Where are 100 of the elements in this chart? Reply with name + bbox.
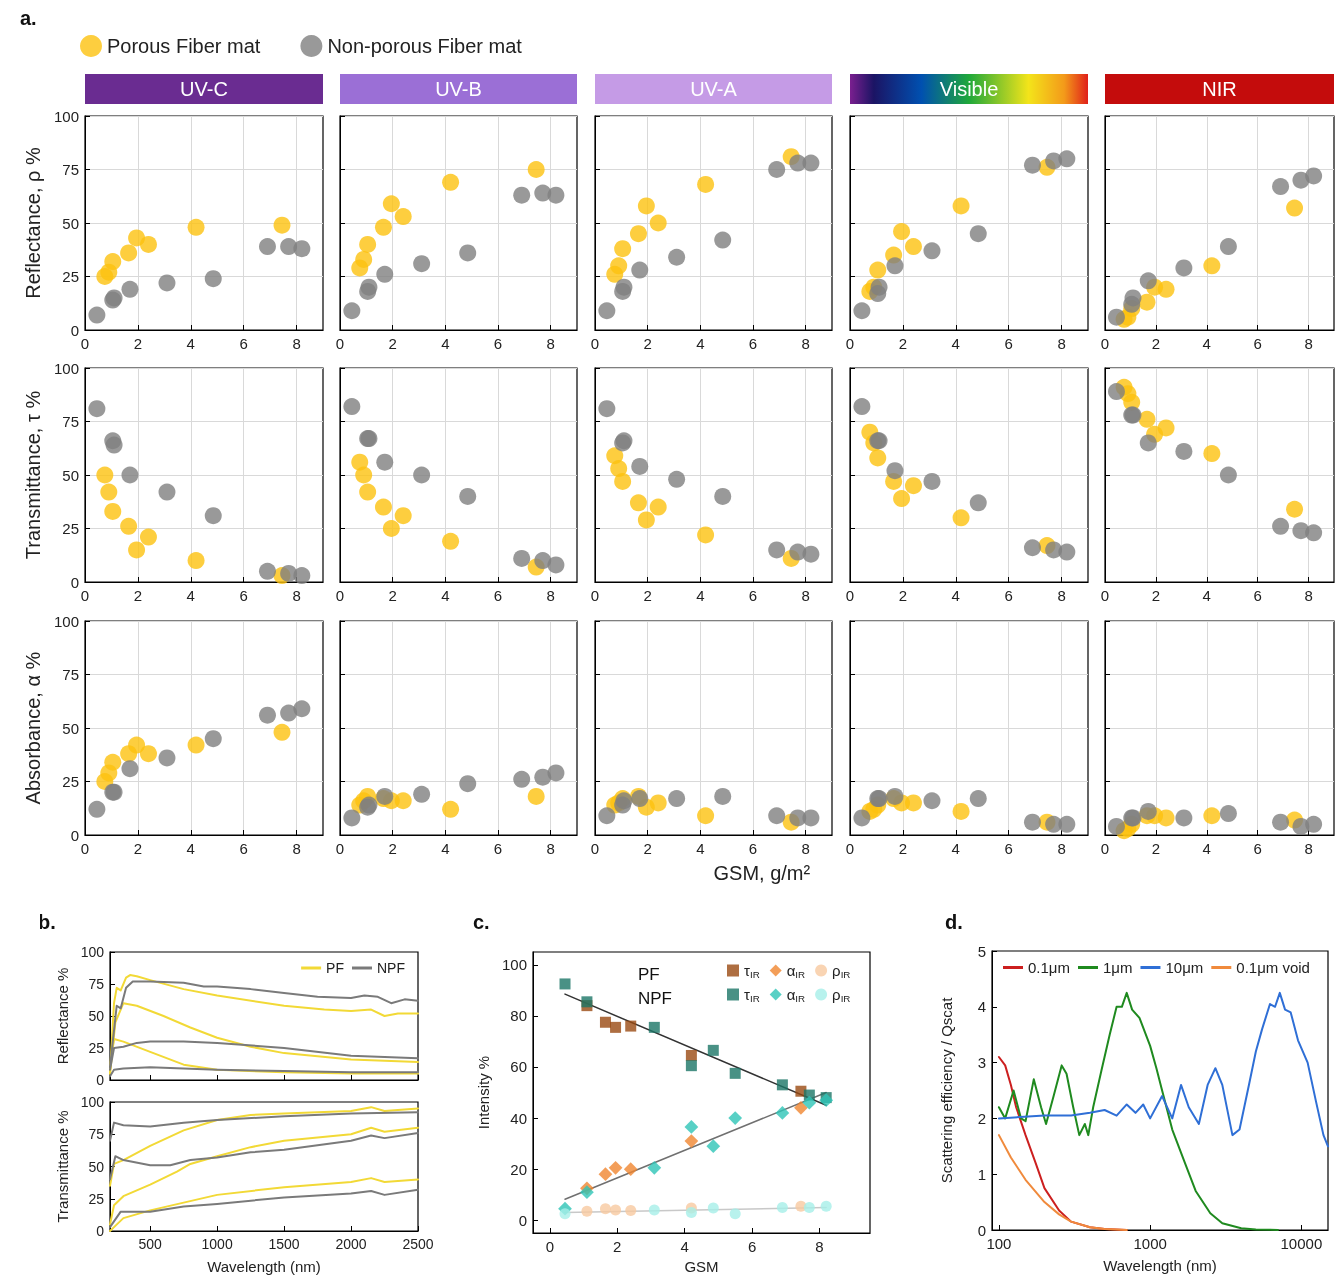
x-tick-label: 8 xyxy=(1057,335,1066,352)
y-tick-label: 100 xyxy=(53,612,79,630)
x-tick-label: 8 xyxy=(801,335,810,352)
chart-title: UV-B xyxy=(435,78,482,100)
x-tick-label: 8 xyxy=(801,587,810,604)
x-axis-title: Wavelength (nm) xyxy=(1103,1257,1217,1274)
x-tick-label: 8 xyxy=(546,335,555,352)
x-tick-label: 2000 xyxy=(335,1236,367,1252)
x-tick-label: 0 xyxy=(335,587,345,604)
y-tick-label: 25 xyxy=(62,773,79,790)
y-tick-label: 50 xyxy=(62,214,79,232)
y-tick-label: 0 xyxy=(70,321,79,339)
chart-title: UV-A xyxy=(690,78,738,100)
x-tick-label: 1500 xyxy=(268,1236,300,1252)
y-tick-label: 100 xyxy=(501,956,527,974)
text: c. xyxy=(473,911,490,933)
y-tick-label: 25 xyxy=(88,1040,105,1056)
chart-title: NIR xyxy=(1202,78,1237,100)
y-tick-label: 0 xyxy=(70,573,79,591)
y-tick-label: 75 xyxy=(62,413,79,430)
y-tick-label: 0 xyxy=(518,1211,527,1229)
x-tick-label: 8 xyxy=(1304,840,1313,857)
y-axis-title: Scattering efficiency / Qscat xyxy=(938,996,955,1184)
x-tick-label: 6 xyxy=(747,1238,757,1255)
x-tick-label: 0 xyxy=(845,335,855,352)
y-tick-label: 5 xyxy=(977,942,986,960)
x-tick-label: 8 xyxy=(292,335,301,352)
x-tick-label: 6 xyxy=(493,840,503,857)
y-axis-title: Transmittance % xyxy=(53,1110,71,1223)
y-tick-label: 60 xyxy=(510,1058,527,1076)
legend-label: 1μm xyxy=(1102,959,1133,976)
x-tick-label: 4 xyxy=(696,587,705,604)
y-tick-label: 25 xyxy=(88,1190,105,1207)
x-tick-label: 8 xyxy=(292,587,301,604)
y-axis-title: Absorbance, α % xyxy=(22,651,44,805)
legend-label: Non-porous Fiber mat xyxy=(327,35,523,57)
x-tick-label: 8 xyxy=(546,840,555,857)
x-tick-label: 0 xyxy=(335,335,345,352)
x-tick-label: 0 xyxy=(590,587,600,604)
y-tick-label: 2 xyxy=(977,1109,986,1127)
x-tick-label: 6 xyxy=(239,587,248,604)
y-tick-label: 0 xyxy=(70,826,79,844)
x-tick-label: 1000 xyxy=(1133,1235,1167,1252)
x-tick-label: 6 xyxy=(748,335,758,352)
x-tick-label: 8 xyxy=(292,840,301,857)
x-tick-label: 4 xyxy=(186,587,195,604)
x-tick-label: 10000 xyxy=(1280,1235,1323,1252)
x-tick-label: 4 xyxy=(680,1238,689,1255)
x-tick-label: 6 xyxy=(1253,587,1262,604)
x-tick-label: 2 xyxy=(133,840,143,857)
y-axis-title: Reflectance % xyxy=(53,967,71,1065)
x-tick-label: 4 xyxy=(441,335,450,352)
y-tick-label: 50 xyxy=(88,1158,105,1175)
x-axis-title: GSM xyxy=(684,1258,719,1275)
x-tick-label: 6 xyxy=(748,587,758,604)
y-tick-label: 25 xyxy=(62,268,79,285)
x-tick-label: 6 xyxy=(1004,335,1013,352)
x-tick-label: 0 xyxy=(590,335,600,352)
x-tick-label: 6 xyxy=(1004,840,1013,857)
y-tick-label: 75 xyxy=(88,976,105,992)
y-tick-label: 25 xyxy=(62,520,79,537)
x-tick-label: 4 xyxy=(951,335,960,352)
x-tick-label: 4 xyxy=(441,840,450,857)
legend-label: Porous Fiber mat xyxy=(107,35,261,57)
y-tick-label: 1 xyxy=(977,1165,986,1183)
x-axis-title: Wavelength (nm) xyxy=(207,1258,321,1275)
y-tick-label: 100 xyxy=(53,107,79,125)
y-tick-label: 100 xyxy=(53,359,79,377)
x-tick-label: 2 xyxy=(898,840,908,857)
x-tick-label: 0 xyxy=(1100,335,1110,352)
x-tick-label: 4 xyxy=(441,587,450,604)
text: b. xyxy=(38,911,56,933)
y-tick-label: 100 xyxy=(80,1094,105,1110)
x-tick-label: 6 xyxy=(1253,335,1262,352)
x-tick-label: 4 xyxy=(696,840,705,857)
y-axis-title: Transmittance, τ % xyxy=(22,390,44,560)
x-tick-label: 0 xyxy=(845,840,855,857)
x-tick-label: 4 xyxy=(1202,335,1211,352)
y-axis-title: Reflectance, ρ % xyxy=(22,147,44,299)
x-tick-label: 6 xyxy=(748,840,758,857)
y-tick-label: 80 xyxy=(510,1007,527,1025)
x-tick-label: 8 xyxy=(1304,335,1313,352)
x-tick-label: 2 xyxy=(388,587,397,604)
x-tick-label: 8 xyxy=(1057,840,1066,857)
x-tick-label: 6 xyxy=(493,587,503,604)
x-tick-label: 4 xyxy=(951,840,960,857)
x-tick-label: 2 xyxy=(643,335,652,352)
x-tick-label: 2 xyxy=(133,335,143,352)
x-tick-label: 4 xyxy=(186,335,195,352)
x-tick-label: 8 xyxy=(801,840,810,857)
y-tick-label: 75 xyxy=(62,666,79,683)
chart-title: Visible xyxy=(939,78,999,100)
y-tick-label: 0 xyxy=(96,1223,105,1239)
annotation: NPF xyxy=(638,989,672,1008)
x-tick-label: 6 xyxy=(493,335,503,352)
x-tick-label: 2 xyxy=(1151,840,1161,857)
text: d. xyxy=(945,911,963,933)
x-tick-label: 0 xyxy=(545,1238,555,1255)
chart-title: UV-C xyxy=(180,78,228,100)
y-tick-label: 50 xyxy=(62,719,79,737)
